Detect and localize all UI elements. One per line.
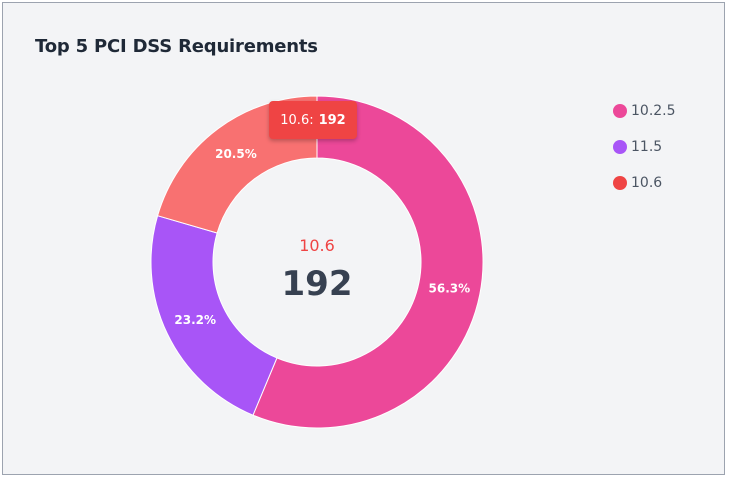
legend-item-10-2-5[interactable]: 10.2.5	[613, 100, 676, 121]
tooltip-value: 192	[318, 112, 346, 128]
legend-dot	[613, 139, 627, 154]
slice-label-10-2-5: 56.3%	[429, 282, 471, 296]
legend-label: 11.5	[631, 138, 663, 155]
tooltip: 10.6: 192	[269, 101, 357, 139]
legend-dot	[613, 103, 627, 118]
tooltip-label: 10.6:	[280, 112, 314, 128]
legend: 10.2.5 11.5 10.6	[613, 100, 676, 193]
legend-label: 10.2.5	[631, 102, 676, 119]
center-label: 10.6	[299, 236, 335, 255]
chart-card: Top 5 PCI DSS Requirements 56.3% 23.2% 20.…	[2, 2, 725, 475]
legend-item-10-6[interactable]: 10.6	[613, 172, 676, 193]
legend-item-11-5[interactable]: 11.5	[613, 136, 676, 157]
center-value: 192	[282, 264, 353, 304]
slice-label-11-5: 23.2%	[174, 313, 216, 327]
legend-label: 10.6	[631, 174, 663, 191]
legend-dot	[613, 175, 627, 190]
slice-10-2-5[interactable]	[252, 95, 484, 429]
slice-label-10-6: 20.5%	[215, 147, 257, 161]
chart-title: Top 5 PCI DSS Requirements	[35, 36, 318, 57]
slice-11-5[interactable]	[150, 215, 278, 416]
donut-chart: 56.3% 23.2% 20.5% 10.6 192	[150, 95, 484, 429]
